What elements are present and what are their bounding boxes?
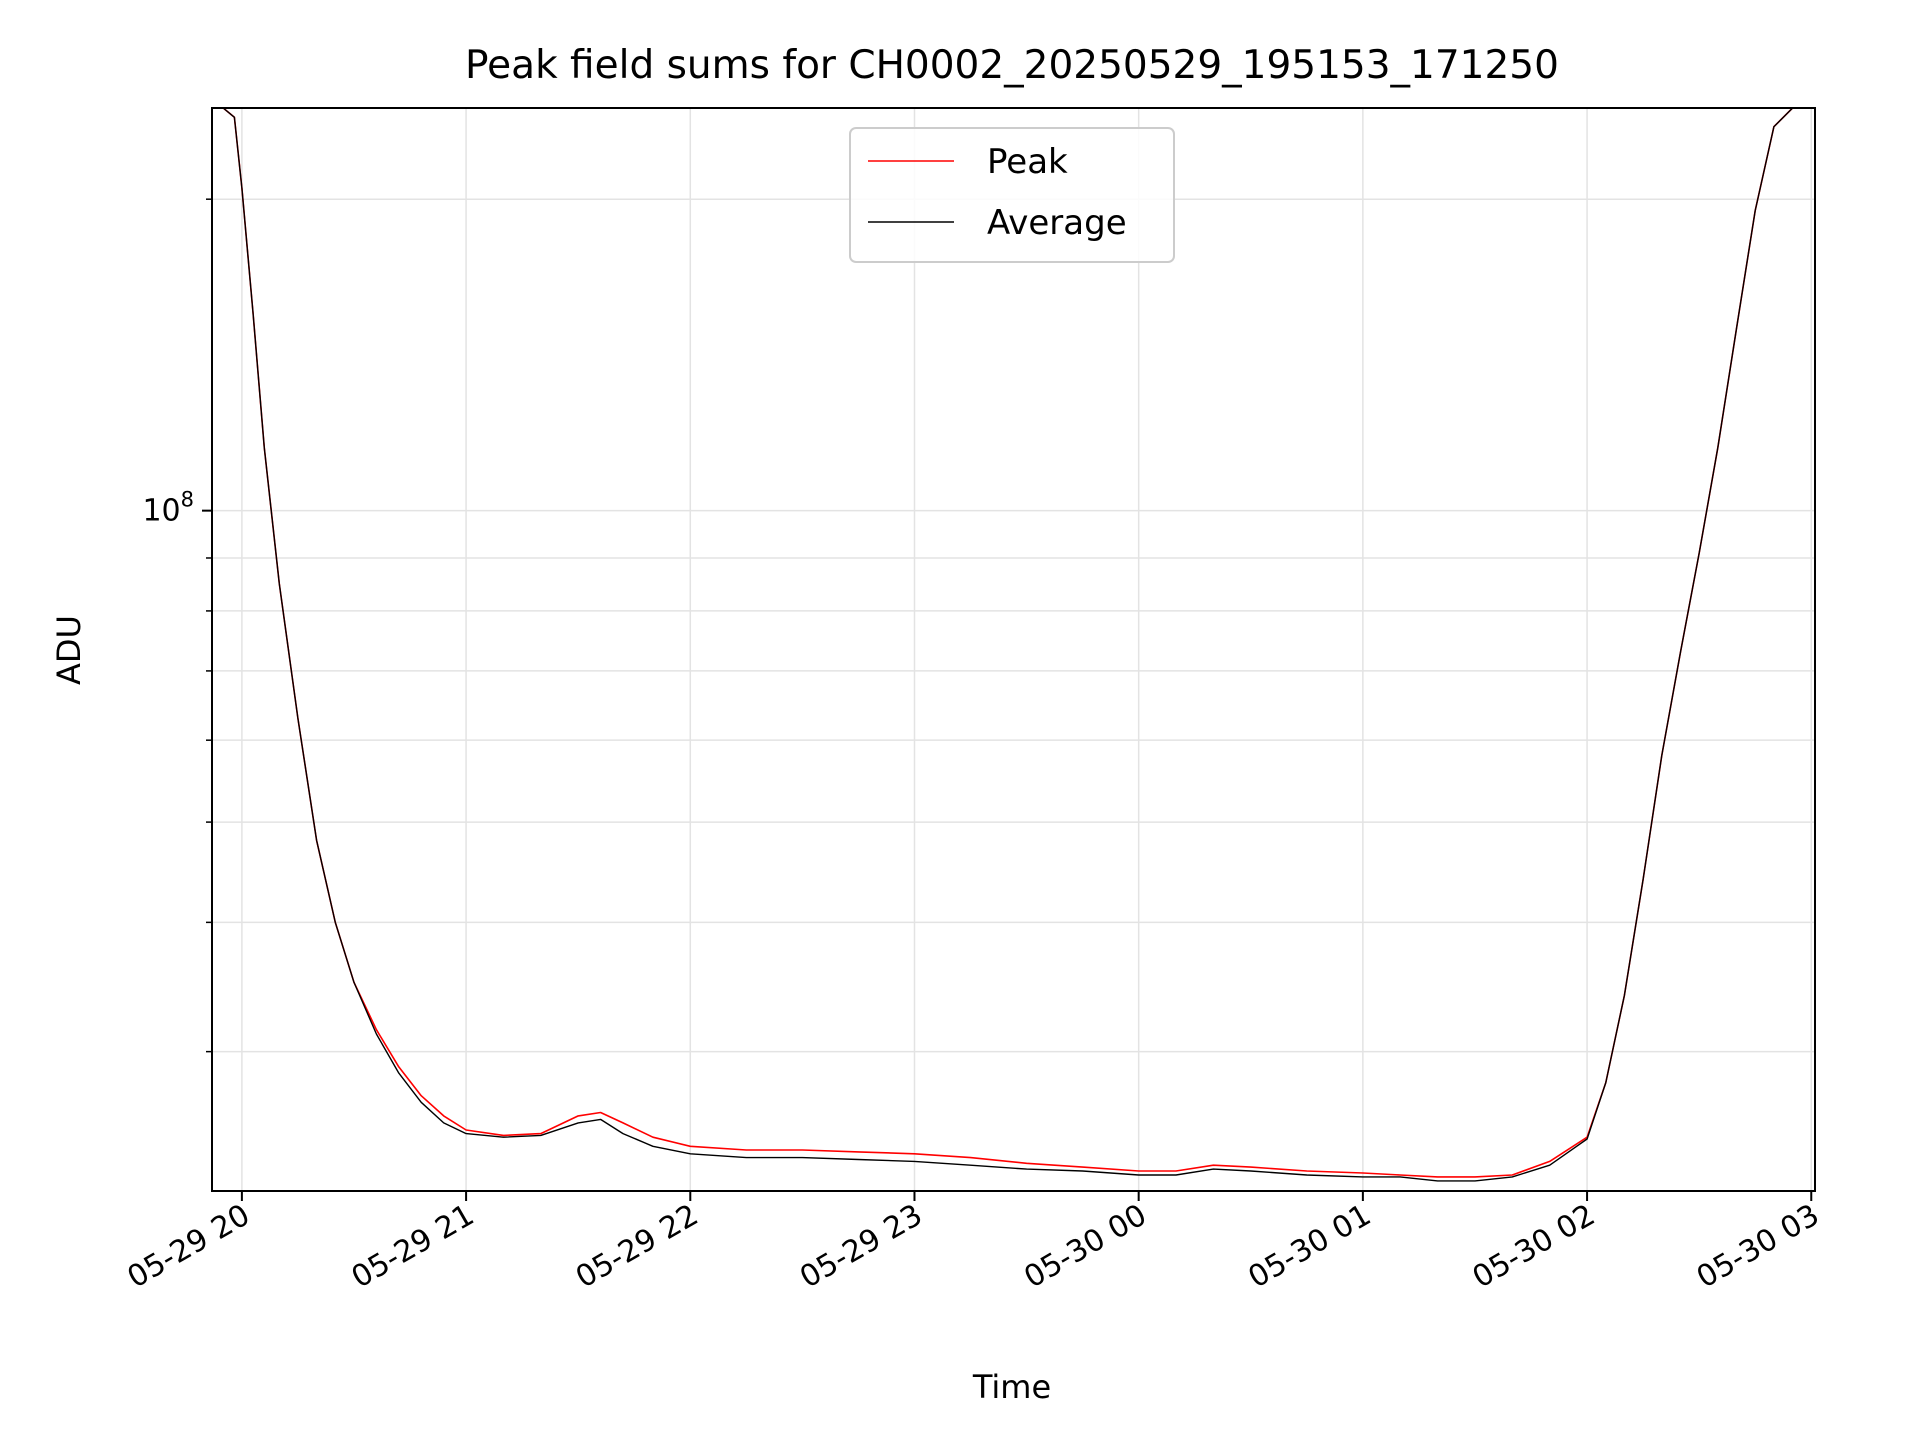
series-layer: [212, 107, 1812, 1182]
y-axis-label: ADU: [50, 615, 88, 685]
legend: Peak Average: [849, 127, 1175, 263]
y-tick-label: 108: [142, 488, 194, 529]
y-axis-ticks: 108: [142, 198, 212, 1053]
legend-label-average: Average: [987, 203, 1127, 243]
plot-frame: [211, 107, 1816, 1192]
legend-label-peak: Peak: [987, 142, 1068, 182]
chart-title: Peak field sums for CH0002_20250529_1951…: [465, 43, 1559, 88]
series-line-average: [212, 107, 1812, 1182]
x-axis-label: Time: [972, 1368, 1051, 1406]
grid: [212, 108, 1815, 1191]
